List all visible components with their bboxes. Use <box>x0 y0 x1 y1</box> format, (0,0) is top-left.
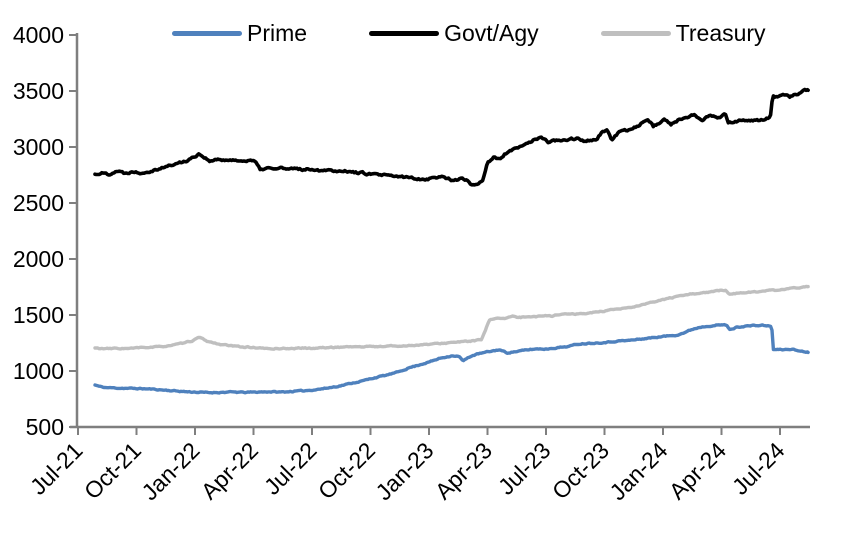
y-tick-label: 2000 <box>13 246 64 272</box>
chart-legend: Prime Govt/Agy Treasury <box>172 22 766 45</box>
x-tick-label: Oct-22 <box>313 437 380 504</box>
y-tick-label: 3000 <box>13 134 64 160</box>
series-line-treasury <box>93 284 810 351</box>
y-tick-label: 500 <box>26 414 64 440</box>
x-tick-label: Oct-21 <box>79 437 146 504</box>
x-tick-label: Jul-22 <box>259 437 322 500</box>
legend-label-govt-agy: Govt/Agy <box>444 20 539 46</box>
y-tick-label: 4000 <box>13 22 64 48</box>
legend-item-prime: Prime <box>172 22 307 45</box>
series-line-prime <box>93 322 810 395</box>
legend-label-prime: Prime <box>247 20 308 46</box>
legend-swatch-govt-agy-icon <box>369 31 440 36</box>
legend-swatch-treasury-icon <box>600 31 671 36</box>
y-tick-label: 2500 <box>13 190 64 216</box>
x-tick-label: Apr-22 <box>196 437 263 504</box>
series-line-govt-agy <box>93 87 810 187</box>
x-tick-label: Apr-23 <box>430 437 497 504</box>
x-tick-label: Oct-23 <box>547 437 614 504</box>
x-tick-label: Jul-21 <box>25 437 88 500</box>
legend-label-treasury: Treasury <box>675 20 766 46</box>
x-tick-label: Jan-23 <box>370 437 438 505</box>
legend-item-govt-agy: Govt/Agy <box>369 22 539 45</box>
x-tick-label: Jan-22 <box>136 437 204 505</box>
x-tick-label: Jul-24 <box>727 437 790 500</box>
y-tick-label: 1000 <box>13 358 64 384</box>
x-tick-label: Jul-23 <box>493 437 556 500</box>
legend-swatch-prime-icon <box>172 31 242 36</box>
y-tick-label: 1500 <box>13 302 64 328</box>
legend-item-treasury: Treasury <box>600 20 766 46</box>
y-tick-label: 3500 <box>13 78 64 104</box>
x-tick-label: Apr-24 <box>664 437 731 504</box>
x-tick-label: Jan-24 <box>604 437 672 505</box>
